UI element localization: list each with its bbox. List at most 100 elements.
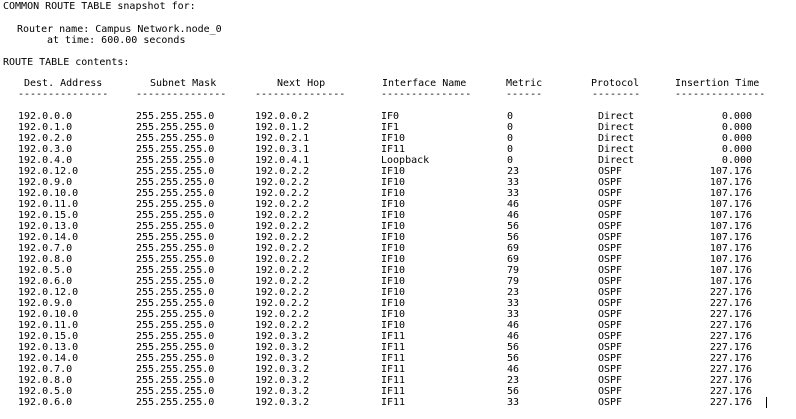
cell-interface-name: IF10 [381,232,406,243]
cell-interface-name: IF11 [381,386,406,397]
cell-metric: 46 [507,331,520,342]
table-row: 192.0.5.0 255.255.255.0 192.0.3.2 IF11 56 OSP… [0,386,796,397]
cell-protocol: OSPF [598,375,623,386]
cell-metric: 23 [507,166,520,177]
cell-subnet-mask: 255.255.255.0 [136,199,215,210]
header-interface-name: Interface Name [382,78,467,89]
cell-metric: 46 [507,199,520,210]
cell-insertion-time: 107.176 [709,254,752,265]
table-row: 192.0.14.0 255.255.255.0 192.0.2.2 IF10 56 OS… [0,232,796,243]
underline-metric: ------ [506,89,543,100]
cell-subnet-mask: 255.255.255.0 [136,232,215,243]
cell-protocol: OSPF [598,254,623,265]
table-row: 192.0.13.0 255.255.255.0 192.0.2.2 IF10 56 OS… [0,221,796,232]
cell-subnet-mask: 255.255.255.0 [136,386,215,397]
cell-interface-name: IF10 [381,254,406,265]
cell-subnet-mask: 255.255.255.0 [136,111,215,122]
cell-interface-name: IF10 [381,265,406,276]
cell-protocol: OSPF [598,331,623,342]
cell-insertion-time: 107.176 [709,166,752,177]
cell-next-hop: 192.0.3.2 [255,364,310,375]
cell-next-hop: 192.0.3.2 [255,397,310,408]
cell-interface-name: IF10 [381,298,406,309]
cell-insertion-time: 107.176 [709,243,752,254]
underline-time: --------------- [675,89,766,100]
cell-metric: 33 [507,188,520,199]
table-row: 192.0.12.0 255.255.255.0 192.0.2.2 IF10 23 OS… [0,287,796,298]
cell-interface-name: IF11 [381,144,406,155]
cell-subnet-mask: 255.255.255.0 [136,265,215,276]
cell-subnet-mask: 255.255.255.0 [136,155,215,166]
cell-dest-address: 192.0.7.0 [18,364,73,375]
header-next-hop: Next Hop [277,78,326,89]
cell-interface-name: IF10 [381,188,406,199]
cell-insertion-time: 227.176 [709,320,752,331]
header-insertion-time: Insertion Time [675,78,760,89]
cell-interface-name: IF11 [381,397,406,408]
table-row: 192.0.10.0 255.255.255.0 192.0.2.2 IF10 33 OS… [0,188,796,199]
cell-next-hop: 192.0.3.2 [255,375,310,386]
cell-insertion-time: 0.000 [721,144,752,155]
cell-protocol: OSPF [598,188,623,199]
cell-interface-name: IF11 [381,353,406,364]
cell-dest-address: 192.0.1.0 [18,122,73,133]
cell-insertion-time: 227.176 [709,309,752,320]
cell-protocol: OSPF [598,320,623,331]
cell-protocol: OSPF [598,221,623,232]
cell-metric: 46 [507,320,520,331]
cell-protocol: OSPF [598,287,623,298]
cell-metric: 79 [507,265,520,276]
cell-interface-name: IF10 [381,243,406,254]
underline-protocol: -------- [592,89,641,100]
cell-protocol: Direct [598,155,635,166]
table-row: 192.0.11.0 255.255.255.0 192.0.2.2 IF10 46 OS… [0,199,796,210]
cell-dest-address: 192.0.6.0 [18,397,73,408]
table-row: 192.0.2.0 255.255.255.0 192.0.2.1 IF10 0 Dire… [0,133,796,144]
table-row: 192.0.7.0 255.255.255.0 192.0.3.2 IF11 46 OSP… [0,364,796,375]
snapshot-time: at time: 600.00 seconds [47,35,186,46]
cell-interface-name: IF10 [381,276,406,287]
cell-next-hop: 192.0.2.2 [255,309,310,320]
cell-metric: 69 [507,243,520,254]
table-row: 192.0.10.0 255.255.255.0 192.0.2.2 IF10 33 OS… [0,309,796,320]
table-row: 192.0.9.0 255.255.255.0 192.0.2.2 IF10 33 OSP… [0,298,796,309]
cell-subnet-mask: 255.255.255.0 [136,309,215,320]
cell-dest-address: 192.0.11.0 [18,199,79,210]
cell-insertion-time: 0.000 [721,122,752,133]
header-metric: Metric [506,78,543,89]
cell-protocol: OSPF [598,298,623,309]
underline-iface: --------------- [381,89,472,100]
table-row: 192.0.5.0 255.255.255.0 192.0.2.2 IF10 79 OSP… [0,265,796,276]
cell-insertion-time: 107.176 [709,199,752,210]
cell-subnet-mask: 255.255.255.0 [136,276,215,287]
underline-dest: --------------- [18,89,109,100]
cell-next-hop: 192.0.2.2 [255,221,310,232]
cell-insertion-time: 0.000 [721,111,752,122]
cell-metric: 0 [507,133,514,144]
cell-protocol: OSPF [598,199,623,210]
cell-protocol: Direct [598,133,635,144]
cell-next-hop: 192.0.3.2 [255,331,310,342]
cell-interface-name: IF0 [381,111,400,122]
text-cursor [766,397,767,408]
cell-dest-address: 192.0.5.0 [18,386,73,397]
table-row: 192.0.0.0 255.255.255.0 192.0.0.2 IF0 0 Direc… [0,111,796,122]
cell-interface-name: IF11 [381,331,406,342]
table-row: 192.0.15.0 255.255.255.0 192.0.2.2 IF10 46 OS… [0,210,796,221]
cell-metric: 33 [507,177,520,188]
cell-dest-address: 192.0.10.0 [18,309,79,320]
cell-subnet-mask: 255.255.255.0 [136,221,215,232]
cell-interface-name: IF10 [381,199,406,210]
cell-next-hop: 192.0.1.2 [255,122,310,133]
cell-metric: 56 [507,353,520,364]
cell-metric: 0 [507,155,514,166]
cell-subnet-mask: 255.255.255.0 [136,298,215,309]
cell-interface-name: IF10 [381,210,406,221]
cell-dest-address: 192.0.15.0 [18,210,79,221]
table-row: 192.0.8.0 255.255.255.0 192.0.2.2 IF10 69 OSP… [0,254,796,265]
cell-protocol: OSPF [598,232,623,243]
cell-next-hop: 192.0.3.2 [255,386,310,397]
cell-protocol: Direct [598,122,635,133]
cell-subnet-mask: 255.255.255.0 [136,364,215,375]
table-row: 192.0.8.0 255.255.255.0 192.0.3.2 IF11 23 OSP… [0,375,796,386]
